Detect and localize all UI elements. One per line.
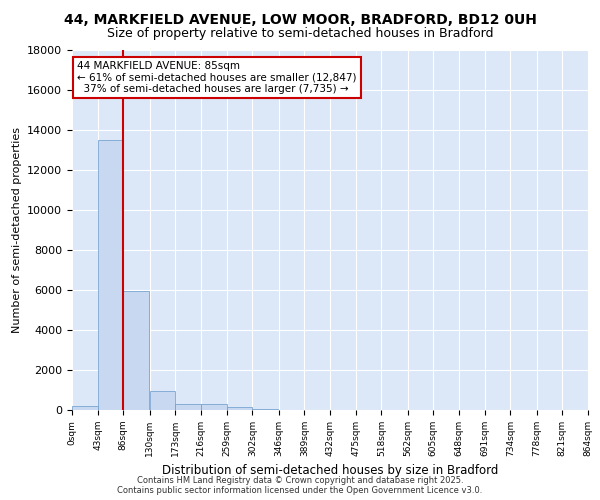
Y-axis label: Number of semi-detached properties: Number of semi-detached properties	[11, 127, 22, 333]
X-axis label: Distribution of semi-detached houses by size in Bradford: Distribution of semi-detached houses by …	[162, 464, 498, 477]
Text: 44, MARKFIELD AVENUE, LOW MOOR, BRADFORD, BD12 0UH: 44, MARKFIELD AVENUE, LOW MOOR, BRADFORD…	[64, 12, 536, 26]
Text: Size of property relative to semi-detached houses in Bradford: Size of property relative to semi-detach…	[107, 28, 493, 40]
Bar	[98, 140, 124, 410]
Bar	[124, 291, 149, 410]
Bar	[227, 407, 253, 410]
Text: Contains HM Land Registry data © Crown copyright and database right 2025.
Contai: Contains HM Land Registry data © Crown c…	[118, 476, 482, 495]
Bar	[149, 391, 175, 410]
Bar	[175, 404, 201, 410]
Bar	[253, 409, 278, 410]
Bar	[72, 406, 98, 410]
Text: 44 MARKFIELD AVENUE: 85sqm
← 61% of semi-detached houses are smaller (12,847)
  : 44 MARKFIELD AVENUE: 85sqm ← 61% of semi…	[77, 61, 356, 94]
Bar	[201, 404, 227, 410]
